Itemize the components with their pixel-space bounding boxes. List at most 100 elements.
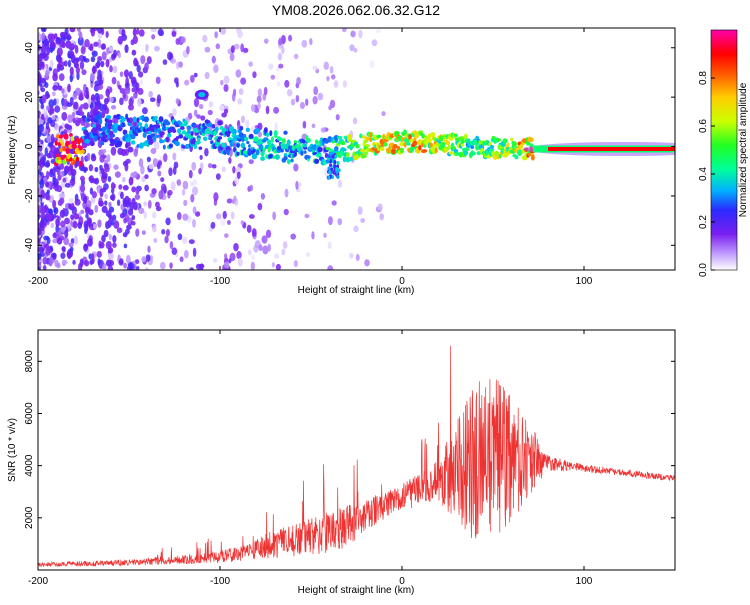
- spectrogram-speckle: [61, 259, 68, 265]
- spectrogram-speckle: [229, 53, 235, 62]
- spectrogram-ridge-cell: [81, 115, 87, 120]
- spectrogram-speck: [124, 82, 130, 88]
- spectrogram-speckle: [326, 76, 330, 82]
- spectrogram-speckle: [113, 220, 120, 229]
- spectrogram-speck: [69, 66, 74, 76]
- spectrogram-speckle: [220, 216, 226, 226]
- spectrogram-speckle: [190, 74, 195, 83]
- spectrogram-ridge-cell: [303, 150, 307, 154]
- spectrogram-speck: [73, 213, 80, 220]
- spectrogram-speck: [110, 146, 117, 156]
- spectrogram-ridge-cell: [107, 134, 111, 139]
- spectrogram-speckle: [224, 261, 230, 269]
- spectrogram-speck: [39, 220, 44, 229]
- spectrogram-speckle: [40, 113, 45, 120]
- spectrogram-ridge-cell: [495, 137, 501, 142]
- spectrogram-speckle: [330, 74, 336, 80]
- spectrogram-speck: [103, 97, 109, 105]
- spectrogram-speckle: [85, 213, 89, 219]
- spectrogram-speck: [79, 258, 84, 268]
- spectrogram-speckle: [341, 28, 347, 33]
- spectrogram-hook-cell: [336, 174, 340, 179]
- spectrogram-speckle: [121, 176, 126, 183]
- spectrogram-speckle: [123, 243, 128, 249]
- spectrogram-speckle: [86, 199, 92, 208]
- spectrogram-speckle: [233, 43, 240, 50]
- spectrogram-speckle: [360, 217, 366, 223]
- spectrogram-ridge-cell: [130, 133, 136, 140]
- spectrogram-speck: [57, 174, 62, 181]
- spectrogram-speckle: [69, 74, 73, 83]
- spectrogram-speckle: [109, 96, 114, 103]
- spectrogram-speckle: [353, 47, 358, 53]
- spectrogram-ridge-cell: [112, 133, 115, 138]
- spectrogram-speckle: [283, 208, 289, 216]
- colorbar-tick-label: 0.2: [698, 215, 709, 229]
- spectrogram-ridge-cell: [120, 117, 126, 122]
- spectrogram-speckle: [82, 55, 87, 62]
- spectrogram-speckle: [94, 166, 99, 173]
- spectrogram-speckle: [60, 170, 65, 178]
- spectrogram-speckle: [249, 184, 254, 192]
- spectrogram-speckle: [207, 163, 213, 169]
- spectrogram-speckle: [179, 256, 184, 263]
- spectrogram-speckle: [157, 160, 163, 166]
- spectrogram-ridge-cell: [217, 136, 223, 140]
- spectrogram-ridge-cell: [528, 137, 534, 143]
- spectrogram-speckle: [312, 96, 318, 105]
- spectrogram-speckle: [223, 253, 228, 259]
- spectrogram-speckle: [42, 53, 49, 61]
- spectrogram-ridge-cell: [58, 134, 64, 139]
- spectrogram-speckle: [126, 265, 133, 270]
- spectrogram-ridge-cell: [274, 154, 280, 160]
- spectrogram-ridge-cell: [236, 143, 240, 147]
- spectrogram-ridge-cell: [267, 146, 271, 153]
- spectrogram-speckle: [274, 122, 278, 132]
- spectrogram-speckle: [199, 263, 204, 270]
- spectrogram-speck: [109, 194, 115, 201]
- spectrogram-ridge-cell: [252, 148, 257, 153]
- spectrogram-speckle: [247, 249, 252, 256]
- spectrogram-speckle: [277, 52, 283, 61]
- spectrogram-speck: [104, 166, 110, 173]
- spectrogram-speckle: [251, 228, 257, 237]
- spectrogram-speckle: [137, 87, 144, 96]
- spectrogram-speckle: [276, 67, 280, 72]
- spectrogram-speckle: [288, 34, 293, 42]
- spectrogram-speckle: [172, 152, 177, 161]
- spectrogram-speckle: [215, 173, 221, 180]
- spectrogram-speckle: [152, 225, 157, 233]
- spectrogram-speckle: [162, 59, 168, 65]
- spectrogram-speckle: [169, 241, 174, 250]
- spectrogram-speck: [105, 259, 112, 267]
- spectrogram-speck: [96, 250, 102, 258]
- spectrogram-ridge-cell: [305, 135, 309, 139]
- spectrogram-speckle: [251, 254, 255, 260]
- spectrogram-speckle: [39, 179, 45, 189]
- spectrogram-speckle: [66, 33, 71, 41]
- spectrogram-speck: [125, 200, 131, 208]
- spectrogram-ridge-cell: [183, 136, 188, 141]
- spectrogram-speckle: [40, 28, 46, 32]
- spectrogram-speck: [52, 84, 58, 91]
- spectrogram-speckle: [381, 111, 386, 117]
- spectrogram-ridge-cell: [363, 151, 369, 156]
- spectrogram-y-label: Frequency (Hz): [7, 116, 18, 185]
- spectrogram-ridge-cell: [142, 132, 147, 138]
- spectrogram-ridge-cell: [313, 144, 317, 151]
- spectrogram-speckle: [104, 193, 108, 199]
- spectrogram-speckle: [333, 79, 339, 89]
- spectrogram-speck: [105, 221, 110, 230]
- spectrogram-speckle: [181, 188, 186, 196]
- spectrogram-ridge-cell: [267, 139, 272, 146]
- spectrogram-speckle: [229, 252, 236, 262]
- spectrogram-speckle: [262, 245, 269, 255]
- spectrogram-speckle: [41, 160, 46, 167]
- spectrogram-speckle: [296, 77, 301, 86]
- spectrogram-speckle: [53, 98, 57, 106]
- spectrogram-speck: [111, 76, 117, 85]
- spectrogram-speck: [59, 164, 65, 170]
- spectrogram-speck: [64, 229, 69, 239]
- spectrogram-ridge-cell: [459, 136, 466, 140]
- spectrogram-ridge-cell: [263, 137, 269, 141]
